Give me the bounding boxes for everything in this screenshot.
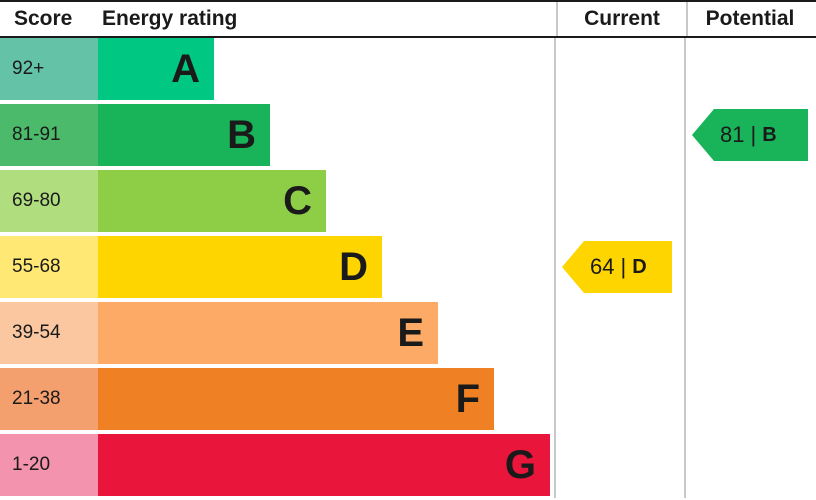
rating-letter: D	[339, 245, 368, 290]
rating-bar: G	[98, 434, 550, 496]
header-score: Score	[0, 2, 98, 36]
rating-row: 81-91 B	[0, 104, 270, 166]
marker-arrow-icon	[692, 109, 714, 161]
rating-row: 1-20 G	[0, 434, 550, 496]
marker-letter: B	[762, 124, 776, 147]
marker-value: 64	[590, 254, 614, 280]
rating-letter: E	[397, 311, 424, 356]
rating-bar: C	[98, 170, 326, 232]
score-range: 1-20	[0, 434, 98, 496]
current-marker: 64| D	[562, 241, 672, 293]
epc-header: Score Energy rating Current Potential	[0, 0, 816, 38]
rating-row: 39-54 E	[0, 302, 438, 364]
marker-body: 81| B	[714, 109, 808, 161]
score-range: 21-38	[0, 368, 98, 430]
epc-chart: Score Energy rating Current Potential 92…	[0, 0, 816, 500]
marker-separator: |	[750, 122, 756, 148]
header-potential: Potential	[686, 2, 816, 36]
rating-bar: E	[98, 302, 438, 364]
rating-row: 69-80 C	[0, 170, 326, 232]
rating-bar: D	[98, 236, 382, 298]
epc-body: 92+A81-91B69-80C55-68D39-54E21-38F1-20G …	[0, 38, 816, 498]
header-current: Current	[556, 2, 686, 36]
marker-separator: |	[620, 254, 626, 280]
rating-letter: A	[171, 47, 200, 92]
column-divider	[684, 38, 686, 498]
marker-arrow-icon	[562, 241, 584, 293]
rating-letter: G	[505, 443, 536, 488]
score-range: 92+	[0, 38, 98, 100]
column-divider	[554, 38, 556, 498]
rating-bar: F	[98, 368, 494, 430]
marker-value: 81	[720, 122, 744, 148]
rating-letter: C	[283, 179, 312, 224]
rating-letter: F	[456, 377, 480, 422]
score-range: 39-54	[0, 302, 98, 364]
score-range: 69-80	[0, 170, 98, 232]
rating-bar: A	[98, 38, 214, 100]
rating-row: 92+ A	[0, 38, 214, 100]
marker-letter: D	[632, 256, 646, 279]
potential-marker: 81| B	[692, 109, 808, 161]
marker-body: 64| D	[584, 241, 672, 293]
rating-letter: B	[227, 113, 256, 158]
header-rating: Energy rating	[98, 2, 556, 36]
score-range: 55-68	[0, 236, 98, 298]
rating-row: 55-68 D	[0, 236, 382, 298]
score-range: 81-91	[0, 104, 98, 166]
rating-bar: B	[98, 104, 270, 166]
rating-row: 21-38 F	[0, 368, 494, 430]
